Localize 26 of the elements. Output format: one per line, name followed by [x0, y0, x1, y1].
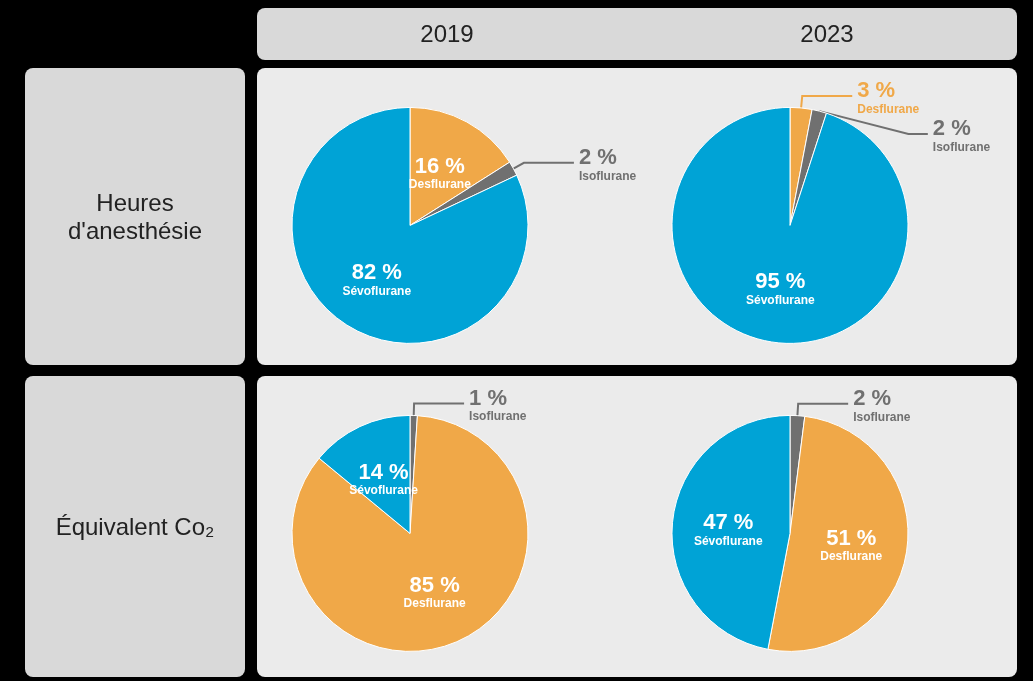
data-label: 14 %	[358, 458, 409, 484]
data-label: 2 %	[578, 144, 617, 170]
data-label: 1 %	[469, 384, 508, 410]
slice-label: Isoflurane	[578, 168, 637, 183]
data-label: 16 %	[414, 152, 465, 178]
slice-label: Desflurane	[403, 596, 466, 611]
data-label: 2 %	[932, 115, 971, 141]
text: Heures d'anesthésie	[67, 188, 203, 245]
data-label: 51 %	[826, 524, 877, 550]
data-label: 2 %	[853, 385, 892, 411]
data-label: 47 %	[703, 509, 754, 535]
slice-label: Sévoflurane	[342, 283, 412, 298]
chart-title: 2023	[799, 19, 855, 49]
slice-label: Desflurane	[857, 101, 920, 116]
slice-label: Isoflurane	[932, 139, 991, 154]
data-label: 3 %	[857, 77, 896, 103]
slice-label: Isoflurane	[853, 409, 911, 424]
text: Équivalent Co₂	[55, 512, 215, 541]
data-label: 95 %	[755, 268, 806, 294]
slice-label: Sévoflurane	[693, 533, 763, 548]
data-label: 85 %	[409, 571, 460, 597]
slice-label: Desflurane	[820, 549, 883, 564]
chart-title: 2019	[419, 19, 475, 49]
slice-label: Sévoflurane	[745, 292, 815, 307]
slice-label: Isoflurane	[469, 409, 527, 424]
data-label: 82 %	[351, 259, 402, 285]
